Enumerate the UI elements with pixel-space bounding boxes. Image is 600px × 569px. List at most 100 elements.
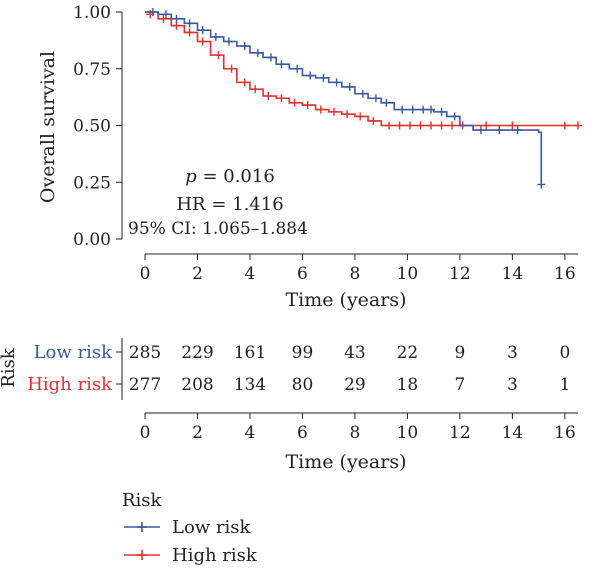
legend-items: Low risk High risk — [124, 517, 258, 566]
km-plot: 0.00 0.25 0.50 0.75 1.00 0 2 4 6 8 10 12 14 16 Overa… — [37, 3, 582, 311]
ci-annotation: 95% CI: 1.065–1.884 — [128, 219, 308, 239]
legend-label: Low risk — [172, 517, 252, 538]
censor-mark-low-risk — [319, 73, 328, 82]
risk-count-low-risk: 161 — [234, 343, 266, 363]
censor-mark-low-risk — [198, 26, 207, 35]
censor-mark-low-risk — [345, 82, 354, 91]
x-tick-label: 16 — [554, 264, 576, 284]
censor-mark-low-risk — [293, 64, 302, 73]
censor-mark-low-risk — [358, 89, 367, 98]
censor-mark-high-risk — [172, 21, 181, 30]
curve-high-risk — [145, 11, 578, 127]
censor-mark-high-risk — [227, 64, 236, 73]
legend-label: High risk — [172, 545, 258, 566]
censor-mark-low-risk — [427, 105, 436, 114]
risk-row-label-high-risk: High risk — [27, 374, 113, 395]
censor-mark-low-risk — [495, 126, 504, 135]
censor-mark-low-risk — [148, 8, 157, 16]
risk-x-tick-label: 14 — [502, 423, 524, 443]
risk-x-tick-label: 16 — [554, 423, 576, 443]
risk-table-title: Risk — [0, 347, 19, 388]
risk-count-low-risk: 3 — [507, 343, 518, 363]
censor-mark-low-risk — [277, 60, 286, 69]
risk-x-tick-label: 2 — [192, 423, 203, 443]
censor-mark-high-risk — [198, 37, 207, 46]
y-tick-label: 0.25 — [73, 173, 111, 193]
hr-annotation: HR = 1.416 — [176, 194, 283, 215]
y-axis-label: Overall survival — [37, 51, 59, 203]
censor-mark-low-risk — [240, 42, 249, 51]
censor-mark-high-risk — [316, 105, 325, 114]
censor-mark-high-risk — [508, 121, 517, 130]
risk-count-low-risk: 0 — [559, 343, 570, 363]
censor-mark-low-risk — [398, 105, 407, 114]
x-axis-label: Time (years) — [285, 289, 406, 311]
risk-count-high-risk: 7 — [454, 375, 465, 395]
risk-x-tick-label: 10 — [397, 423, 419, 443]
x-axis-ticks: 0 2 4 6 8 10 12 14 16 — [140, 254, 576, 284]
x-tick-label: 8 — [350, 264, 361, 284]
risk-count-low-risk: 22 — [397, 343, 419, 363]
censor-mark-low-risk — [371, 94, 380, 103]
censor-mark-low-risk — [537, 180, 546, 189]
censor-mark-low-risk — [408, 105, 417, 114]
x-tick-label: 2 — [192, 264, 203, 284]
risk-count-high-risk: 80 — [292, 375, 314, 395]
censor-mark-high-risk — [264, 91, 273, 100]
curve-low-risk — [145, 11, 543, 185]
censor-mark-high-risk — [385, 121, 394, 130]
y-tick-label: 0.00 — [73, 230, 111, 250]
censor-mark-high-risk — [406, 121, 415, 130]
censor-mark-low-risk — [450, 112, 459, 121]
risk-count-high-risk: 208 — [181, 375, 213, 395]
risk-count-high-risk: 3 — [507, 375, 518, 395]
censor-mark-low-risk — [161, 10, 170, 19]
censor-mark-high-risk — [185, 28, 194, 37]
risk-count-low-risk: 285 — [129, 343, 161, 363]
censor-mark-low-risk — [253, 48, 262, 57]
censor-mark-low-risk — [266, 53, 275, 62]
risk-count-high-risk: 277 — [129, 375, 161, 395]
censor-mark-high-risk — [416, 121, 425, 130]
censor-mark-high-risk — [395, 121, 404, 130]
censor-mark-low-risk — [382, 98, 391, 107]
risk-x-tick-label: 12 — [449, 423, 471, 443]
censor-mark-low-risk — [332, 78, 341, 87]
censor-mark-high-risk — [214, 51, 223, 60]
risk-x-tick-label: 0 — [140, 423, 151, 443]
x-tick-label: 10 — [397, 264, 419, 284]
censor-mark-high-risk — [437, 121, 446, 130]
legend-title: Risk — [122, 490, 163, 511]
censor-mark-high-risk — [560, 121, 569, 130]
censor-mark-high-risk — [369, 116, 378, 125]
x-tick-label: 14 — [502, 264, 524, 284]
risk-x-tick-label: 6 — [297, 423, 308, 443]
legend: Risk Low risk High risk — [122, 490, 258, 566]
risk-count-high-risk: 18 — [397, 375, 419, 395]
censor-mark-low-risk — [476, 126, 485, 135]
censor-mark-low-risk — [211, 32, 220, 41]
censor-mark-high-risk — [329, 107, 338, 116]
risk-count-high-risk: 29 — [344, 375, 366, 395]
risk-table-x-label: Time (years) — [285, 451, 406, 473]
censor-mark-high-risk — [159, 14, 168, 23]
censor-mark-high-risk — [343, 110, 352, 119]
censor-mark-high-risk — [356, 112, 365, 121]
risk-count-low-risk: 99 — [292, 343, 314, 363]
censor-mark-high-risk — [290, 98, 299, 107]
y-tick-label: 0.75 — [73, 60, 111, 80]
censor-mark-high-risk — [448, 121, 457, 130]
risk-table-x-ticks: 0 2 4 6 8 10 12 14 16 — [140, 413, 576, 443]
censor-mark-high-risk — [277, 94, 286, 103]
legend-item-low-risk: Low risk — [124, 517, 252, 538]
legend-item-high-risk: High risk — [124, 545, 258, 566]
y-axis-ticks: 0.00 0.25 0.50 0.75 1.00 — [73, 3, 122, 250]
censor-mark-low-risk — [224, 37, 233, 46]
risk-count-low-risk: 229 — [181, 343, 213, 363]
risk-count-low-risk: 43 — [344, 343, 366, 363]
p-value-annotation: p = 0.016 — [185, 166, 275, 187]
censor-mark-high-risk — [574, 121, 582, 130]
